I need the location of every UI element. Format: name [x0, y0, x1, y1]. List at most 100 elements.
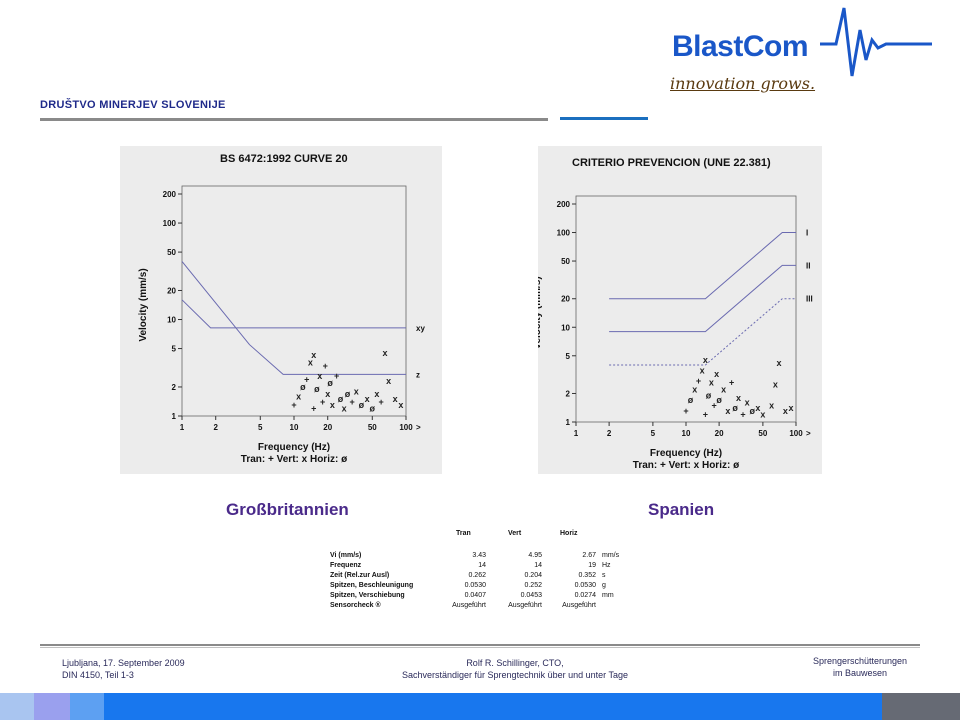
table-unit: mm/s	[602, 552, 620, 559]
data-point: x	[776, 358, 781, 368]
bar-segment	[70, 693, 104, 720]
table-header: Tran	[456, 530, 471, 537]
data-point: +	[683, 406, 688, 416]
series-label: III	[806, 295, 813, 304]
y-tick-label: 100	[557, 229, 571, 238]
series-line	[181, 299, 406, 329]
data-point: +	[740, 409, 745, 419]
data-point: x	[354, 386, 359, 396]
chart-bs6472: BS 6472:1992 CURVE 201 2 5 10 20 50 100 >125102…	[138, 153, 425, 465]
x-axis-label: Frequency (Hz)	[258, 442, 330, 453]
x-tick-label: 50	[758, 429, 767, 438]
data-point: x	[692, 385, 697, 395]
y-tick-label: 2	[172, 383, 177, 392]
x-tick-label: 1	[180, 423, 185, 432]
y-tick-label: 10	[561, 323, 570, 332]
legend-text: Tran: + Vert: x Horiz: ø	[241, 454, 348, 465]
data-point: +	[304, 374, 309, 384]
logo-wave-icon	[820, 7, 932, 77]
data-point: x	[398, 400, 403, 410]
table-cell: 0.0274	[574, 592, 596, 599]
data-point: ø	[345, 389, 351, 399]
data-point: ø	[327, 378, 333, 388]
footer-author-role: Sachverständiger für Sprengtechnik über …	[402, 670, 628, 680]
data-point: x	[709, 378, 714, 388]
caption-right: Spanien	[648, 500, 715, 519]
measurement-table: Tran Vert Horiz Vi (mm/s) 3.43 4.95 2.67…	[330, 530, 630, 622]
bottom-color-bar	[0, 693, 960, 720]
x-axis-arrow: >	[806, 429, 811, 438]
y-tick-label: 50	[167, 248, 176, 257]
bar-segment	[882, 693, 960, 720]
table-unit: g	[602, 582, 606, 589]
bar-segment	[34, 693, 70, 720]
footer-right: Sprengerschütterungen im Bauwesen	[780, 655, 940, 679]
data-point: x	[736, 393, 741, 403]
table-row-label: Spitzen, Verschiebung	[330, 592, 405, 599]
table-cell: 0.262	[468, 572, 486, 579]
caption-left: Großbritannien	[226, 500, 349, 519]
data-point: x	[374, 389, 379, 399]
data-point: x	[317, 371, 322, 381]
y-tick-label: 1	[566, 418, 571, 427]
table-row-label: Frequenz	[330, 562, 362, 569]
table-cell: Ausgeführt	[508, 602, 542, 609]
plot-frame	[181, 185, 407, 417]
data-point: ø	[706, 391, 712, 401]
y-axis-label: Velocity (mm/s)	[138, 268, 149, 341]
x-tick-label: 2	[607, 429, 612, 438]
table-cell: 4.95	[528, 552, 542, 559]
data-point: ø	[688, 395, 694, 405]
x-axis-label: Frequency (Hz)	[650, 448, 722, 459]
table-unit: mm	[602, 592, 614, 599]
table-cell: 0.252	[524, 582, 542, 589]
data-point: ø	[732, 403, 738, 413]
series-line	[609, 298, 796, 366]
chart-title: BS 6472:1992 CURVE 20	[220, 153, 348, 165]
x-tick-label: 10	[682, 429, 691, 438]
data-point: x	[760, 409, 765, 419]
y-tick-label: 20	[167, 286, 176, 295]
data-point: x	[325, 389, 330, 399]
x-tick-label: 5	[651, 429, 656, 438]
logo-tagline: innovation grows.	[670, 74, 816, 93]
data-point: +	[291, 400, 296, 410]
chart-panel-left: BS 6472:1992 CURVE 20 1 2 5 10 20 50 100 >1 2 5 10 2…	[120, 146, 442, 474]
bar-segment	[0, 693, 34, 720]
table-cell: Ausgeführt	[562, 602, 596, 609]
table-cell: 0.0407	[464, 592, 486, 599]
chart-panel-right: CRITERIO PREVENCION (UNE 22.381) 1 2 5 10 20 5…	[532, 146, 822, 474]
table-header: Horiz	[560, 530, 578, 537]
data-point: x	[783, 406, 788, 416]
data-point: +	[711, 400, 716, 410]
data-point: +	[729, 378, 734, 388]
data-point: x	[393, 394, 398, 404]
data-point: x	[788, 403, 793, 413]
plot-frame	[575, 195, 797, 423]
series-line	[609, 264, 796, 333]
table-cell: 14	[478, 562, 486, 569]
table-cell: Ausgeführt	[452, 602, 486, 609]
data-point: +	[323, 361, 328, 371]
y-tick-label: 1	[172, 412, 177, 421]
table-header: Vert	[508, 530, 522, 537]
data-point: +	[311, 403, 316, 413]
data-point: x	[296, 391, 301, 401]
x-tick-label: 100	[789, 429, 803, 438]
chart-title: CRITERIO PREVENCION (UNE 22.381)	[572, 157, 771, 169]
data-point: +	[334, 371, 339, 381]
y-tick-label: 2	[566, 389, 571, 398]
y-tick-label: 200	[557, 200, 571, 209]
data-point: x	[342, 403, 347, 413]
series-line	[181, 261, 406, 375]
organization-title: DRUŠTVO MINERJEV SLOVENIJE	[40, 99, 226, 111]
footer-left: Ljubljana, 17. September 2009 DIN 4150, …	[62, 657, 185, 681]
data-point: x	[725, 406, 730, 416]
footer-divider-thin	[40, 647, 920, 648]
x-tick-label: 20	[323, 423, 332, 432]
table-cell: 0.0453	[520, 592, 542, 599]
table-cell: 0.204	[524, 572, 542, 579]
table-cell: 0.0530	[574, 582, 596, 589]
table-cell: 0.0530	[464, 582, 486, 589]
table-cell: 3.43	[472, 552, 486, 559]
